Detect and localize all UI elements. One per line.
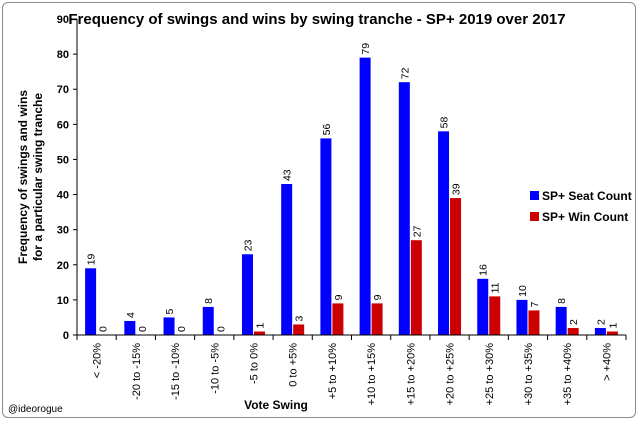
data-label: 0 — [176, 326, 188, 332]
bar-seat — [320, 138, 332, 335]
data-label: 7 — [529, 301, 541, 307]
y-axis-label-line: Frequency of swings and wins — [16, 90, 30, 264]
bars — [85, 57, 618, 335]
bar-win — [293, 324, 305, 335]
bar-seat — [516, 299, 528, 335]
y-tick-label: 60 — [57, 119, 69, 131]
data-label: 9 — [333, 294, 345, 300]
bar-win — [489, 296, 501, 335]
x-tick-label: -20 to -15% — [131, 343, 143, 400]
y-tick-label: 70 — [57, 84, 69, 96]
y-tick-label: 80 — [57, 49, 69, 61]
bar-seat — [85, 268, 97, 335]
x-tick-label: -5 to 0% — [248, 343, 260, 384]
bar-seat — [477, 278, 489, 335]
legend-entry: SP+ Seat Count — [542, 189, 632, 203]
data-label: 23 — [242, 239, 254, 251]
data-label: 10 — [517, 285, 529, 297]
credit-text: @ideorogue — [8, 404, 63, 415]
data-label: 1 — [254, 322, 266, 328]
y-tick-label: 90 — [57, 14, 69, 26]
bar-win — [410, 240, 422, 335]
data-label: 8 — [203, 298, 215, 304]
data-label: 2 — [568, 319, 580, 325]
data-label: 5 — [164, 308, 176, 314]
bar-win — [253, 331, 265, 335]
data-label: 72 — [399, 67, 411, 79]
chart-title: Frequency of swings and wins by swing tr… — [68, 11, 565, 28]
data-label: 56 — [321, 124, 333, 136]
bar-seat — [281, 184, 293, 335]
bar-seat — [438, 131, 450, 335]
data-label: 3 — [294, 315, 306, 321]
legend: SP+ Seat Count SP+ Win Count — [530, 189, 632, 224]
data-label: 0 — [98, 326, 110, 332]
data-label: 43 — [282, 169, 294, 181]
y-tick-label: 20 — [57, 260, 69, 272]
bar-win — [567, 327, 579, 335]
bar-win — [332, 303, 344, 335]
data-label: 19 — [86, 253, 98, 265]
bar-win — [528, 310, 540, 335]
data-label: 39 — [451, 183, 463, 195]
x-tick-label: +20 to +25% — [445, 343, 457, 406]
bar-seat — [398, 82, 410, 335]
data-label: 79 — [360, 43, 372, 55]
x-tick-label: > +40% — [601, 343, 613, 381]
bar-win — [606, 331, 618, 335]
x-tick-label: -15 to -10% — [170, 343, 182, 400]
y-axis-label-line: for a particular swing tranche — [31, 93, 45, 261]
data-label: 27 — [411, 225, 423, 237]
data-label: 0 — [215, 326, 227, 332]
legend-swatch — [530, 191, 539, 200]
data-label: 0 — [137, 326, 149, 332]
data-label: 16 — [478, 264, 490, 276]
x-tick-label: +25 to +30% — [484, 343, 496, 406]
data-label: 1 — [607, 322, 619, 328]
y-axis-label: Frequency of swings and wins for a partic… — [16, 90, 45, 264]
data-label: 58 — [439, 117, 451, 129]
x-tick-label: < -20% — [92, 343, 104, 378]
bar-win — [371, 303, 383, 335]
x-tick-label: +10 to +15% — [366, 343, 378, 406]
data-label: 8 — [556, 298, 568, 304]
x-tick-label: -10 to -5% — [209, 343, 221, 394]
data-label: 9 — [372, 294, 384, 300]
y-tick-label: 40 — [57, 190, 69, 202]
bar-win — [450, 198, 462, 335]
y-tick-label: 10 — [57, 295, 69, 307]
y-tick-label: 0 — [63, 330, 69, 342]
bar-seat — [359, 57, 371, 335]
y-axis: 0 10 20 30 40 50 60 70 80 90 — [57, 14, 78, 342]
chart-frame — [2, 2, 636, 418]
x-tick-label: 0 to +5% — [288, 343, 300, 387]
x-tick-label: +35 to +40% — [562, 343, 574, 406]
bar-seat — [594, 327, 606, 335]
bar-seat — [202, 306, 214, 335]
bar-seat — [555, 306, 567, 335]
x-axis-label: Vote Swing — [244, 398, 308, 412]
bar-seat — [124, 320, 136, 335]
x-tick-label: +15 to +20% — [405, 343, 417, 406]
x-tick-label: +5 to +10% — [327, 343, 339, 399]
legend-entry: SP+ Win Count — [542, 210, 628, 224]
x-tick-label: +30 to +35% — [523, 343, 535, 406]
bar-seat — [241, 254, 253, 335]
legend-swatch — [530, 212, 539, 221]
data-label: 4 — [125, 312, 137, 318]
bar-seat — [163, 317, 175, 335]
data-label: 2 — [595, 319, 607, 325]
data-label: 11 — [490, 282, 502, 293]
x-axis: < -20% -20 to -15% -15 to -10% -10 to -5% -5… — [76, 334, 627, 406]
y-tick-label: 50 — [57, 154, 69, 166]
y-tick-label: 30 — [57, 225, 69, 237]
